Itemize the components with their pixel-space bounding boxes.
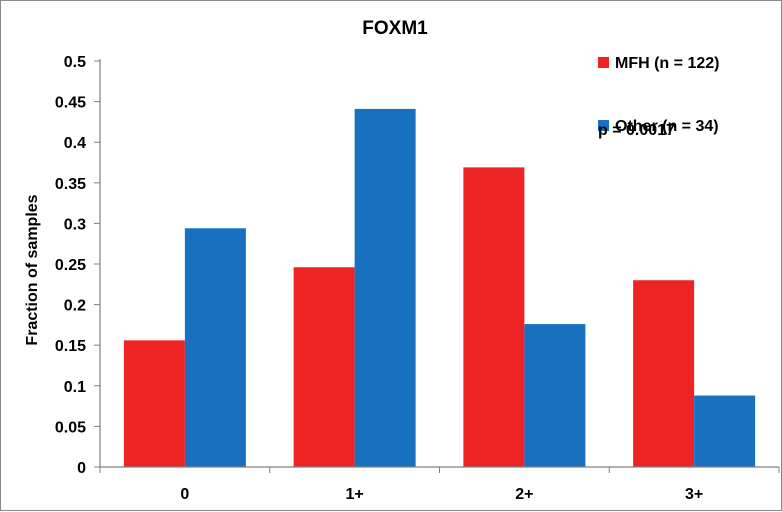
bars [123,108,756,468]
x-axis-ticks: 0 1+ 2+ 3+ [99,467,780,503]
legend-swatch-mfh [598,57,609,68]
y-axis-title: Fraction of samples [24,194,41,345]
x-tick-label: 0 [180,486,189,503]
y-tick-label: 0.1 [64,379,86,396]
bar-mfh-0 [123,340,185,467]
x-tick-label: 1+ [346,486,364,503]
bar-other-0 [184,228,246,467]
bar-other-3 [694,395,756,467]
p-value-annotation: p = 0.0017 [598,122,675,139]
bar-other-2 [524,324,586,467]
chart-title: FOXM1 [362,18,428,39]
bar-other-1 [354,108,416,468]
legend: MFH (n = 122) Other (n = 34) p = 0.0017 [598,55,719,139]
y-tick-label: 0.05 [55,419,86,436]
bar-mfh-2 [463,167,525,467]
y-tick-label: 0.3 [64,216,86,233]
y-tick-label: 0.4 [64,135,86,152]
y-tick-label: 0.45 [55,95,86,112]
y-tick-label: 0.15 [55,338,86,355]
x-tick-label: 3+ [685,486,703,503]
y-tick-label: 0 [77,460,86,477]
bar-mfh-3 [633,280,695,467]
y-tick-label: 0.2 [64,298,86,315]
legend-label-mfh: MFH (n = 122) [615,55,719,72]
legend-label-other: Other (n = 34) [615,118,719,135]
y-tick-label: 0.25 [55,257,86,274]
y-axis-ticks: 0 0.05 0.1 0.15 0.2 0.25 0.3 0.35 0.4 0.45 0.5 [55,54,100,477]
bar-mfh-1 [293,267,355,467]
y-tick-label: 0.5 [64,54,86,71]
y-tick-label: 0.35 [55,176,86,193]
x-tick-label: 2+ [515,486,533,503]
legend-swatch-other [598,120,609,131]
